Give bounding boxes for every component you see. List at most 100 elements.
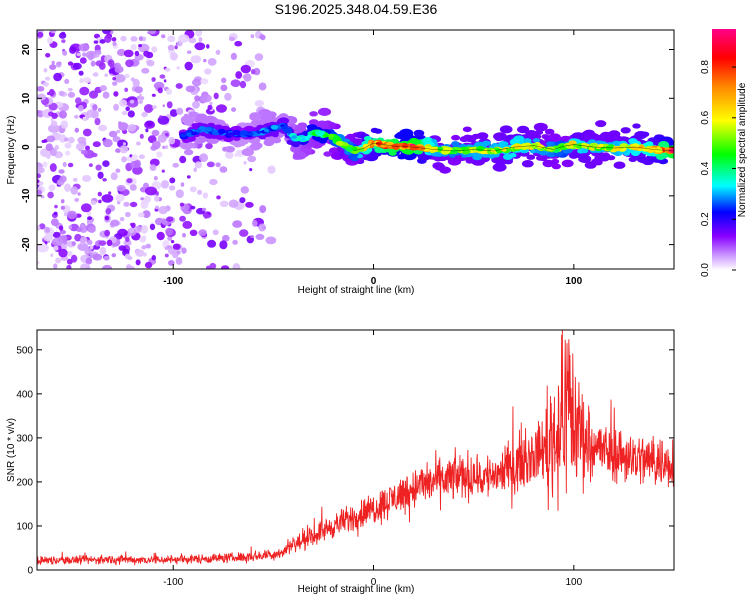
spectrogram-cell — [48, 184, 56, 192]
spectrogram-cell — [45, 53, 51, 58]
spectrogram-cell — [67, 87, 73, 92]
spectrogram-cell — [179, 140, 194, 150]
spectrogram-cell — [153, 175, 158, 181]
spectrogram-cell — [119, 99, 127, 107]
spectrogram-cell — [179, 155, 187, 164]
spectrogram-cell — [140, 200, 149, 209]
spectrogram-cell — [254, 100, 264, 107]
spectrogram-cell — [521, 143, 530, 148]
spectrogram-cell — [267, 165, 276, 174]
spectrogram-cell — [294, 125, 307, 133]
spectrogram-cell — [60, 205, 65, 210]
spectrogram-cell — [320, 122, 330, 128]
spectrogram-cell — [185, 132, 193, 137]
spectrogram-cell — [116, 129, 121, 134]
spectrogram-cell — [637, 155, 649, 164]
spectrogram-y-axis-label: Frequency (Hz) — [6, 116, 17, 185]
spectrogram-cell — [165, 227, 174, 236]
spectrogram-cell — [237, 141, 246, 147]
spectrogram-cell — [169, 177, 176, 184]
colorbar-label: Normalized spectral amplitude — [737, 82, 748, 217]
snr-x-tick-label: -100 — [163, 577, 183, 588]
spectrogram-cell — [75, 213, 82, 218]
spectrogram-cell — [207, 104, 213, 111]
spectrogram-cell — [198, 37, 203, 42]
spectrogram-cell — [92, 72, 99, 77]
spectrogram-cell — [179, 215, 187, 222]
spectrogram-cell — [94, 117, 101, 126]
spectrogram-cell — [449, 153, 456, 158]
spectrogram-cell — [113, 62, 121, 69]
spectrogram-cell — [509, 152, 517, 158]
spectrogram-cell — [148, 30, 157, 35]
spectrogram-cell — [146, 59, 155, 67]
spectrogram-cell — [87, 216, 93, 221]
spectrogram-cell — [157, 87, 163, 94]
spectrogram-cell — [94, 54, 100, 58]
spectrogram-cell — [536, 144, 544, 149]
spectrogram-cell — [180, 182, 185, 187]
spectrogram-cell — [142, 252, 147, 257]
spectrogram-cell — [199, 136, 208, 142]
spectrogram-cell — [131, 154, 138, 161]
spectrogram-cell — [194, 95, 201, 102]
spectrogram-cell — [191, 131, 198, 136]
spectrogram-cell — [104, 73, 108, 77]
spectrogram-cell — [135, 249, 145, 257]
spectrogram-cell — [315, 130, 323, 136]
spectrogram-cell — [175, 189, 184, 198]
spectrogram-cell — [37, 173, 42, 179]
spectrogram-cell — [74, 233, 82, 242]
spectrogram-cell — [215, 49, 221, 55]
spectrogram-cell — [80, 149, 88, 155]
spectrogram-cell — [230, 52, 237, 61]
spectrogram-cell — [291, 135, 298, 139]
spectrogram-cell — [137, 212, 145, 218]
spectrogram-cell — [492, 162, 507, 172]
spectrogram-cell — [134, 86, 143, 94]
spectrogram-cell — [161, 218, 167, 225]
spectrogram-cell — [151, 46, 158, 53]
snr-y-tick-label: 500 — [16, 345, 33, 356]
spectrogram-cell — [153, 81, 165, 90]
spectrogram-cell — [115, 194, 125, 202]
spectrogram-cell — [62, 50, 68, 56]
spectrogram-cell — [549, 146, 556, 151]
spectrogram-cell — [50, 218, 59, 226]
spectrogram-cell — [140, 225, 149, 234]
spectrogram-cell — [44, 241, 48, 245]
spectrogram-cell — [161, 169, 165, 173]
colorbar-tick-label: 0.4 — [700, 161, 711, 175]
spectrogram-cell — [401, 144, 409, 149]
spectrogram-cell — [553, 151, 561, 157]
spectrogram-cell — [232, 263, 241, 269]
spectrogram-cell — [241, 148, 254, 157]
spectrogram-cell — [63, 212, 68, 217]
spectrogram-cell — [129, 99, 135, 104]
spectrogram-cell — [374, 146, 385, 154]
spectrogram-cell — [154, 195, 160, 202]
spectrogram-cell — [37, 93, 46, 101]
spectrogram-cell — [51, 112, 58, 119]
spectrogram-cell — [80, 223, 84, 227]
spectrogram-cell — [232, 239, 238, 245]
spectrogram-cell — [141, 245, 147, 250]
spectrogram-cell — [98, 199, 102, 204]
spectrogram-cell — [240, 64, 251, 74]
spectrogram-cell — [215, 162, 221, 168]
spectrogram-cell — [53, 245, 59, 251]
spectrogram-cell — [595, 120, 607, 128]
spectrogram-cell — [159, 74, 166, 79]
spectrogram-cell — [541, 134, 550, 140]
spectrogram-cell — [59, 110, 67, 119]
spectrogram-cell — [102, 138, 113, 148]
spectrogram-cell — [232, 220, 243, 228]
spectrogram-cell — [254, 53, 264, 61]
spectrogram-cell — [124, 73, 130, 79]
spectrogram-cell — [186, 50, 192, 54]
spectrogram-cell — [245, 201, 254, 208]
snr-x-axis-label: Height of straight line (km) — [298, 584, 415, 595]
spectrogram-cell — [151, 255, 156, 261]
